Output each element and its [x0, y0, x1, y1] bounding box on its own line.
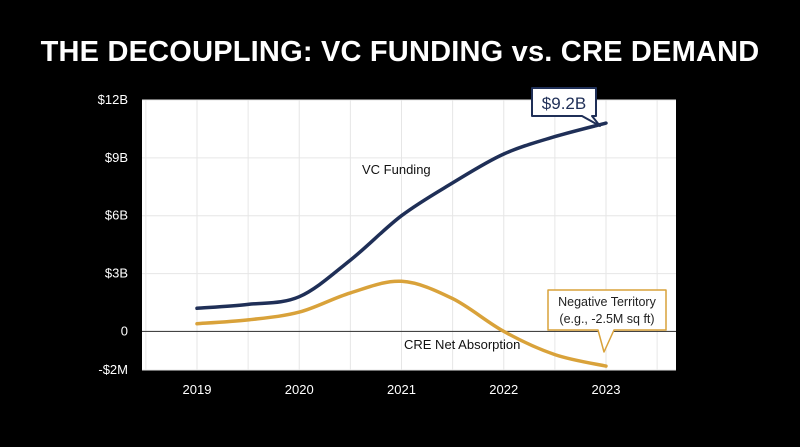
x-tick-label: 2023 — [592, 382, 621, 397]
callout-negative-line2: (e.g., -2.5M sq ft) — [559, 312, 654, 326]
y-tick-label: $9B — [105, 150, 128, 165]
callout-vc-value: $9.2B — [531, 87, 601, 127]
y-tick-label: $6B — [105, 208, 128, 223]
x-tick-label: 2022 — [489, 382, 518, 397]
y-tick-label: -$2M — [98, 362, 128, 377]
x-tick-label: 2019 — [183, 382, 212, 397]
x-axis-ticks: 2019 2020 2021 2022 2023 — [183, 382, 621, 397]
y-axis-ticks: $12B $9B $6B $3B 0 -$2M — [98, 92, 128, 377]
series-label-vc-funding: VC Funding — [362, 162, 431, 177]
callout-vc-text: $9.2B — [542, 94, 586, 113]
series-label-cre-net-absorption: CRE Net Absorption — [404, 337, 520, 352]
x-tick-label: 2021 — [387, 382, 416, 397]
y-tick-label: $3B — [105, 266, 128, 281]
y-tick-label: $12B — [98, 92, 128, 107]
series-line-vc-funding — [195, 121, 608, 311]
callout-negative-line1: Negative Territory — [558, 295, 656, 309]
x-tick-label: 2020 — [285, 382, 314, 397]
callout-negative-territory: Negative Territory (e.g., -2.5M sq ft) — [547, 289, 667, 353]
series-line-cre-net-absorption — [195, 279, 608, 368]
y-tick-label: 0 — [121, 323, 128, 338]
chart-title: THE DECOUPLING: VC FUNDING vs. CRE DEMAN… — [40, 36, 760, 68]
